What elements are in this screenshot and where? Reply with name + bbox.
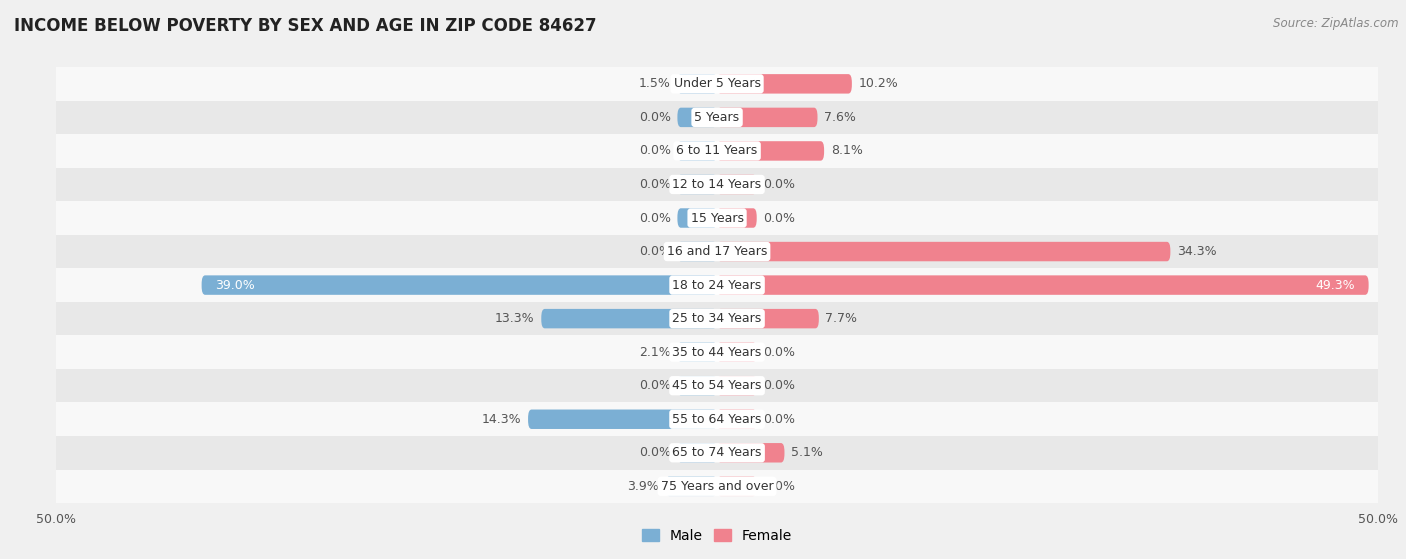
Text: 0.0%: 0.0% (638, 178, 671, 191)
Text: 12 to 14 Years: 12 to 14 Years (672, 178, 762, 191)
Text: 34.3%: 34.3% (1177, 245, 1216, 258)
FancyBboxPatch shape (201, 276, 717, 295)
FancyBboxPatch shape (678, 443, 717, 462)
Legend: Male, Female: Male, Female (637, 523, 797, 548)
Text: 45 to 54 Years: 45 to 54 Years (672, 379, 762, 392)
FancyBboxPatch shape (678, 242, 717, 261)
Text: 49.3%: 49.3% (1316, 278, 1355, 292)
Text: 65 to 74 Years: 65 to 74 Years (672, 446, 762, 459)
Text: 0.0%: 0.0% (638, 379, 671, 392)
FancyBboxPatch shape (717, 343, 756, 362)
FancyBboxPatch shape (717, 410, 756, 429)
Text: 0.0%: 0.0% (763, 211, 796, 225)
Text: 0.0%: 0.0% (638, 211, 671, 225)
Text: 18 to 24 Years: 18 to 24 Years (672, 278, 762, 292)
Text: 75 Years and over: 75 Years and over (661, 480, 773, 493)
FancyBboxPatch shape (665, 477, 717, 496)
Bar (56, 402, 1378, 436)
Text: 0.0%: 0.0% (638, 111, 671, 124)
Text: 2.1%: 2.1% (640, 345, 671, 359)
Bar (56, 235, 1378, 268)
FancyBboxPatch shape (529, 410, 717, 429)
FancyBboxPatch shape (717, 443, 785, 462)
Text: 5 Years: 5 Years (695, 111, 740, 124)
Text: Under 5 Years: Under 5 Years (673, 77, 761, 91)
FancyBboxPatch shape (717, 376, 756, 395)
FancyBboxPatch shape (678, 175, 717, 194)
Text: 35 to 44 Years: 35 to 44 Years (672, 345, 762, 359)
Text: 1.5%: 1.5% (638, 77, 671, 91)
Text: 0.0%: 0.0% (638, 144, 671, 158)
FancyBboxPatch shape (717, 477, 756, 496)
FancyBboxPatch shape (717, 141, 824, 160)
Text: 0.0%: 0.0% (638, 446, 671, 459)
Text: 15 Years: 15 Years (690, 211, 744, 225)
Bar (56, 201, 1378, 235)
FancyBboxPatch shape (717, 108, 817, 127)
Text: 39.0%: 39.0% (215, 278, 254, 292)
FancyBboxPatch shape (717, 209, 756, 228)
FancyBboxPatch shape (717, 309, 818, 328)
Bar (56, 302, 1378, 335)
Bar (56, 134, 1378, 168)
Text: 7.7%: 7.7% (825, 312, 858, 325)
Bar (56, 436, 1378, 470)
Text: 10.2%: 10.2% (859, 77, 898, 91)
Text: 0.0%: 0.0% (763, 345, 796, 359)
Text: 16 and 17 Years: 16 and 17 Years (666, 245, 768, 258)
Text: INCOME BELOW POVERTY BY SEX AND AGE IN ZIP CODE 84627: INCOME BELOW POVERTY BY SEX AND AGE IN Z… (14, 17, 596, 35)
FancyBboxPatch shape (678, 108, 717, 127)
Text: 14.3%: 14.3% (482, 413, 522, 426)
FancyBboxPatch shape (717, 74, 852, 93)
FancyBboxPatch shape (678, 74, 717, 93)
Bar (56, 268, 1378, 302)
Bar (56, 168, 1378, 201)
Text: 6 to 11 Years: 6 to 11 Years (676, 144, 758, 158)
FancyBboxPatch shape (678, 343, 717, 362)
FancyBboxPatch shape (678, 141, 717, 160)
Bar (56, 101, 1378, 134)
Text: 0.0%: 0.0% (763, 480, 796, 493)
Text: 7.6%: 7.6% (824, 111, 856, 124)
Text: 25 to 34 Years: 25 to 34 Years (672, 312, 762, 325)
Bar (56, 369, 1378, 402)
Text: 0.0%: 0.0% (638, 245, 671, 258)
Text: Source: ZipAtlas.com: Source: ZipAtlas.com (1274, 17, 1399, 30)
FancyBboxPatch shape (717, 276, 1368, 295)
Text: 13.3%: 13.3% (495, 312, 534, 325)
Text: 55 to 64 Years: 55 to 64 Years (672, 413, 762, 426)
Text: 0.0%: 0.0% (763, 178, 796, 191)
Bar (56, 335, 1378, 369)
FancyBboxPatch shape (717, 175, 756, 194)
FancyBboxPatch shape (541, 309, 717, 328)
Bar (56, 67, 1378, 101)
FancyBboxPatch shape (678, 209, 717, 228)
Text: 3.9%: 3.9% (627, 480, 659, 493)
Text: 0.0%: 0.0% (763, 413, 796, 426)
Text: 5.1%: 5.1% (792, 446, 823, 459)
Bar (56, 470, 1378, 503)
Text: 8.1%: 8.1% (831, 144, 863, 158)
Text: 0.0%: 0.0% (763, 379, 796, 392)
FancyBboxPatch shape (678, 376, 717, 395)
FancyBboxPatch shape (717, 242, 1170, 261)
